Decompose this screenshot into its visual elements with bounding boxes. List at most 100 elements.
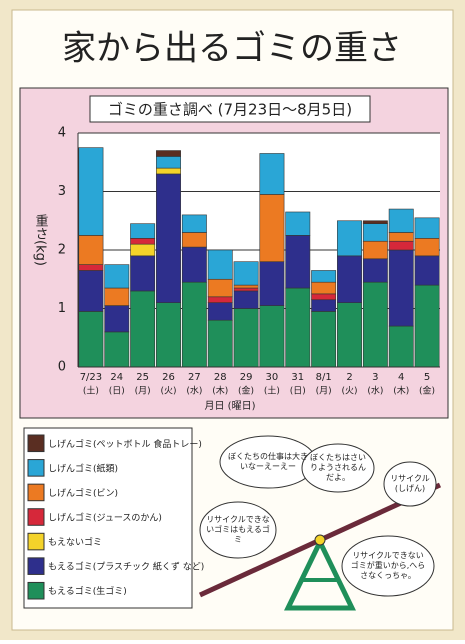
- x-tick-label: 29: [240, 372, 253, 383]
- poster-title: 家から出るゴミの重さ: [62, 29, 402, 69]
- x-tick-label: 4: [398, 372, 404, 383]
- bar-segment: [285, 211, 311, 236]
- y-tick-label: 2: [58, 243, 66, 258]
- x-tick-weekday: (金): [419, 385, 435, 397]
- bar-segment: [362, 223, 388, 242]
- bar-segment: [233, 261, 259, 286]
- x-tick-weekday: (水): [186, 385, 202, 397]
- bar-segment: [78, 311, 104, 368]
- bar-segment: [78, 270, 104, 312]
- bar-segment: [388, 240, 414, 251]
- bar-segment: [104, 264, 130, 289]
- x-tick-weekday: (日): [109, 386, 125, 397]
- bubble: [301, 443, 375, 493]
- bar-segment: [130, 290, 156, 368]
- bar-segment: [388, 232, 414, 242]
- bar-segment: [130, 238, 156, 245]
- bar-segment: [233, 287, 259, 292]
- bar-segment: [104, 287, 130, 306]
- bubble-text-box: ぼくたちはさいりようされるんだよ。: [310, 453, 366, 482]
- legend-label: もえないゴミ: [48, 536, 102, 548]
- bar-segment: [311, 293, 337, 301]
- x-tick-weekday: (月): [316, 386, 332, 397]
- bar-segment: [104, 305, 130, 333]
- bar-segment: [311, 281, 337, 295]
- x-tick-label: 25: [136, 372, 149, 383]
- legend-swatch: [27, 581, 45, 600]
- x-tick-weekday: (土): [83, 385, 99, 397]
- bar-segment: [233, 290, 259, 309]
- bar-segment: [156, 173, 181, 303]
- bubble: [199, 501, 277, 559]
- bar-segment: [130, 243, 156, 257]
- bar-segment: [181, 281, 207, 368]
- bubble-text: リサイクル (しげん): [390, 474, 430, 493]
- bar-segment: [388, 325, 414, 368]
- bar-segment: [388, 208, 414, 233]
- x-tick-weekday: (月): [135, 386, 151, 397]
- legend-label: しげんゴミ(紙類): [48, 462, 118, 474]
- seesaw-pivot: [314, 534, 326, 546]
- bubble: [341, 535, 435, 597]
- bar-segment: [362, 220, 388, 224]
- bar-segment: [414, 238, 440, 257]
- x-tick-weekday: (火): [341, 386, 357, 397]
- legend-swatch: [27, 557, 45, 575]
- bar-segment: [207, 319, 233, 368]
- x-tick-weekday: (火): [160, 386, 176, 397]
- seesaw-stand: [284, 536, 356, 611]
- bubble-text-box: ぼくたちの仕事は大きいなーえーえー: [228, 452, 308, 471]
- bubble: [383, 461, 437, 507]
- x-tick-label: 27: [188, 372, 201, 383]
- legend-label: しげんゴミ(ジュースのかん): [48, 512, 162, 524]
- bar-segment: [207, 249, 233, 280]
- x-tick-label: 7/23: [80, 372, 102, 383]
- bubble-text: リサイクルできないゴミが重いから,へらさなくっちゃ。: [350, 551, 426, 580]
- bar-segment: [233, 284, 259, 289]
- x-tick-weekday: (土): [264, 385, 280, 397]
- x-tick-label: 26: [162, 372, 175, 383]
- legend-swatch: [27, 508, 45, 526]
- bar-segment: [259, 261, 285, 306]
- y-tick-label: 0: [58, 360, 66, 375]
- bar-segment: [156, 302, 181, 368]
- bar-segment: [311, 311, 337, 368]
- bar-segment: [285, 287, 311, 368]
- bar-segment: [337, 302, 362, 368]
- bar-segment: [78, 235, 104, 265]
- chart-title: ゴミの重さ調べ (7月23日～8月5日): [108, 101, 352, 119]
- bar-segment: [156, 167, 181, 175]
- x-tick-label: 24: [110, 372, 123, 383]
- bar-segment: [337, 220, 362, 257]
- x-tick-weekday: (金): [238, 385, 254, 397]
- legend-label: もえるゴミ(プラスチック 紙くず など): [48, 561, 204, 573]
- bubble-text-box: リサイクルできないゴミはもえるゴミ: [206, 515, 270, 544]
- chart-title-box: [89, 95, 371, 123]
- bar-segment: [414, 217, 440, 239]
- bar-segment: [104, 331, 130, 368]
- bar-segment: [362, 281, 388, 368]
- bubble-text-box: リサイクル (しげん): [390, 474, 430, 493]
- bar-segment: [207, 302, 233, 321]
- x-tick-label: 3: [372, 372, 378, 383]
- legend-swatch: [27, 532, 45, 551]
- bar-segment: [337, 255, 362, 303]
- legend-swatch: [27, 459, 45, 477]
- bar-segment: [388, 249, 414, 327]
- bar-segment: [311, 270, 337, 283]
- x-axis-label: 月日 (曜日): [205, 400, 256, 412]
- legend-swatch: [27, 434, 45, 453]
- bar-segment: [207, 296, 233, 303]
- legend-label: もえるゴミ(生ゴミ): [48, 585, 127, 597]
- y-tick-label: 3: [58, 184, 66, 199]
- bar-segment: [78, 147, 104, 236]
- bar-segment: [78, 264, 104, 271]
- x-tick-weekday: (木): [393, 385, 409, 397]
- bubble-text: ぼくたちの仕事は大きいなーえーえー: [228, 452, 308, 471]
- y-axis-label: 重さ(kg): [33, 213, 49, 265]
- bubble-text: リサイクルできないゴミはもえるゴミ: [206, 515, 270, 544]
- x-tick-weekday: (日): [290, 386, 306, 397]
- bar-segment: [181, 214, 207, 233]
- bar-segment: [156, 150, 181, 157]
